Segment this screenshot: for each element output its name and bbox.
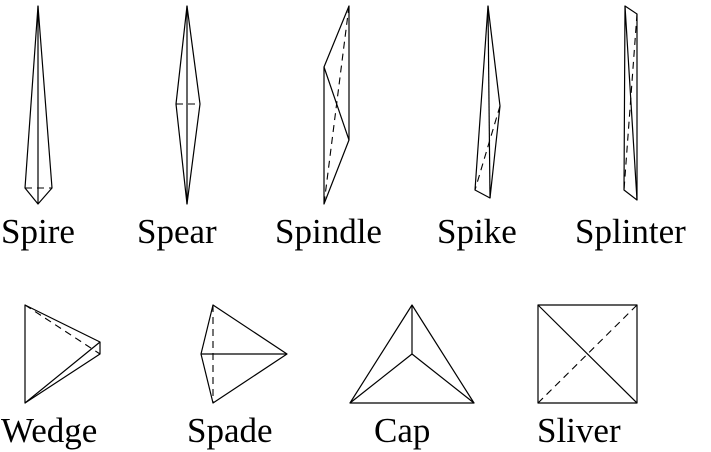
spike-label: Spike — [437, 212, 517, 251]
spear-figure — [176, 6, 200, 204]
wedge-label: Wedge — [1, 411, 97, 450]
cap-figure — [350, 305, 474, 403]
spire-figure — [25, 6, 52, 204]
splinter-figure — [624, 6, 637, 200]
sliver-label: Sliver — [537, 411, 621, 450]
spire-label: Spire — [1, 212, 75, 251]
spade-label: Spade — [187, 411, 273, 450]
cap-label: Cap — [374, 411, 430, 450]
sliver-figure — [538, 305, 637, 403]
spindle-label: Spindle — [275, 212, 382, 251]
spindle-figure — [324, 6, 349, 204]
spear-label: Spear — [137, 212, 217, 251]
wedge-figure — [25, 305, 100, 403]
splinter-label: Splinter — [575, 212, 686, 251]
spade-figure — [201, 305, 287, 403]
spike-figure — [475, 6, 500, 198]
